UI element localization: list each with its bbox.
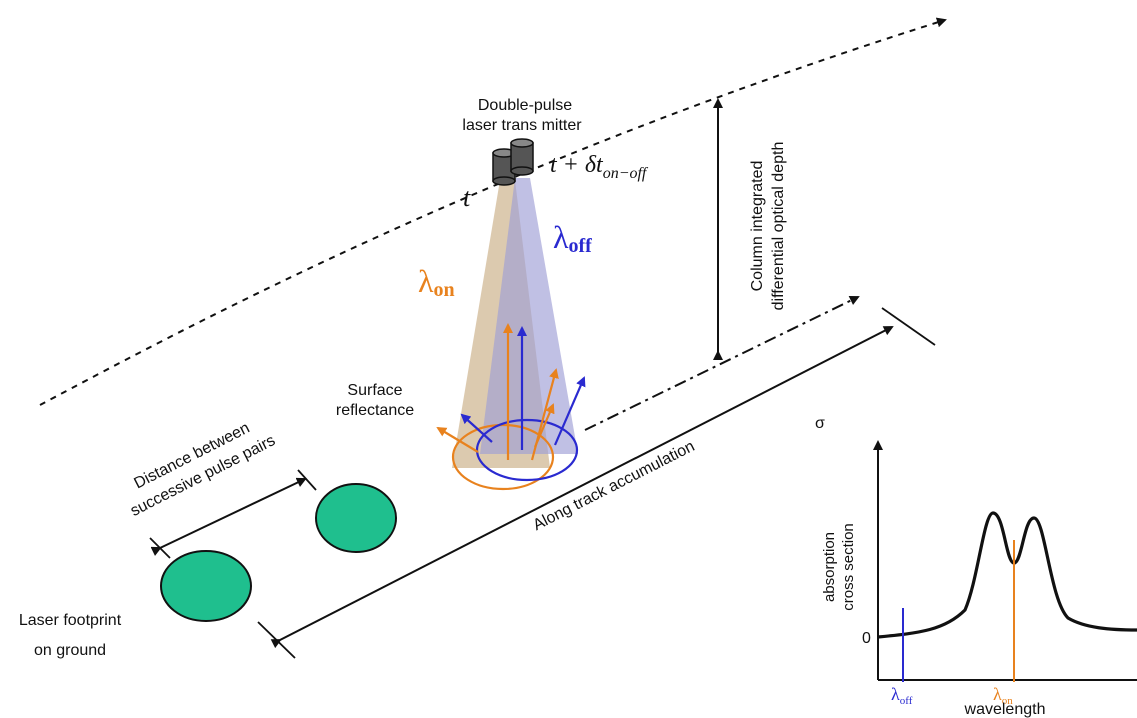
column-label-line1: Column integrated	[749, 161, 766, 292]
inset-absorption-curve	[877, 511, 1137, 639]
transmitter-label-line1: Double-pulse	[478, 97, 572, 114]
beam-off	[480, 178, 578, 454]
lambda-on-symbol: λ	[418, 263, 434, 299]
inset-zero-tick: 0	[862, 630, 871, 647]
surface-label-line1: Surface	[347, 382, 402, 399]
footprint-label-line1: Laser footprint	[19, 612, 122, 629]
lambda-off-label: λoff	[553, 219, 592, 257]
laser-transmitter-icon	[492, 138, 534, 186]
inset-lambda-off-sub: off	[900, 695, 913, 707]
flight-path-curve	[39, 17, 947, 406]
reflect-arrow-on-3	[436, 426, 479, 453]
lambda-off-sub: off	[569, 235, 593, 257]
distance-arrow	[150, 477, 307, 556]
absorption-inset-chart: σ absorption cross section 0 λoff λon wa…	[815, 415, 1137, 718]
inset-lambda-on-sub: on	[1002, 695, 1014, 707]
footprint-ellipse-far	[315, 483, 397, 553]
surface-ellipse-on	[451, 423, 555, 491]
lambda-off-symbol: λ	[553, 219, 569, 255]
inset-lambda-on-label: λon	[993, 684, 1013, 707]
lambda-on-label: λon	[418, 263, 455, 301]
inset-lambda-on-symbol: λ	[993, 684, 1002, 704]
time-plus-prefix: t + δt	[550, 152, 604, 178]
along-track-end-tick	[881, 307, 936, 346]
footprint-ellipse-near	[160, 550, 252, 622]
time-plus-label: t + δton−off	[550, 152, 649, 182]
ground-track-dashdot	[584, 296, 860, 431]
inset-ylabel-line1: absorption	[821, 532, 838, 602]
along-track-start-tick	[257, 621, 296, 659]
surface-ellipse-off	[475, 418, 579, 482]
time-plus-sub: on−off	[603, 165, 649, 182]
reflect-arrow-off-3	[460, 413, 493, 443]
reflect-arrow-off-2	[553, 376, 586, 446]
distance-tick-left	[149, 537, 171, 559]
inset-lambda-off-label: λoff	[891, 684, 913, 707]
along-track-arrow	[270, 326, 894, 649]
surface-label-line2: reflectance	[336, 402, 414, 419]
column-label-line2: differential optical depth	[770, 142, 787, 311]
inset-xlabel: wavelength	[964, 701, 1046, 718]
lambda-on-sub: on	[434, 279, 455, 301]
time-t-label: t	[463, 183, 471, 212]
inset-lambda-off-symbol: λ	[891, 684, 900, 704]
reflect-arrow-on-4	[533, 403, 555, 448]
inset-ylabel-line2: cross section	[840, 523, 857, 611]
inset-y-symbol: σ	[815, 415, 825, 432]
distance-tick-right	[297, 469, 317, 491]
transmitter-label-line2: laser trans mitter	[462, 117, 582, 134]
footprint-label-line2: on ground	[34, 642, 106, 659]
